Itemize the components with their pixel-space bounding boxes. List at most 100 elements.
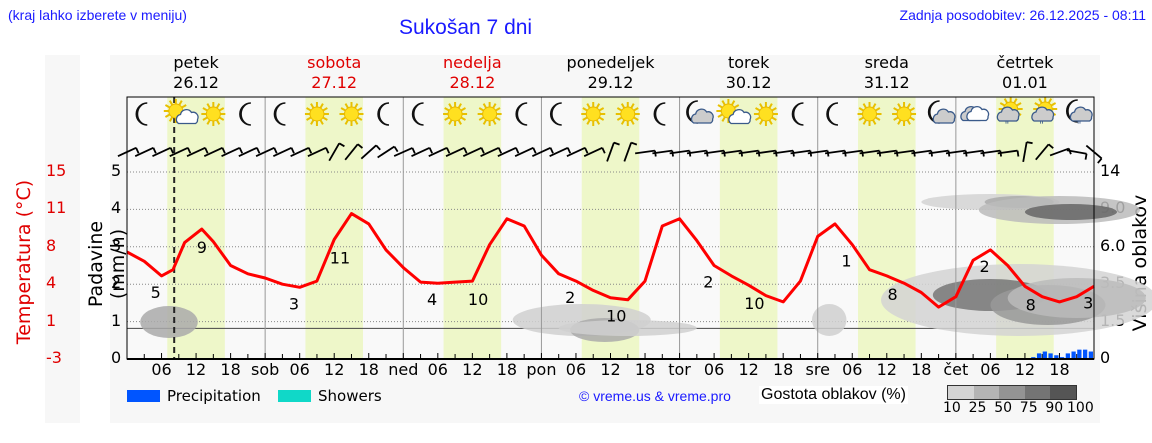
x-tick: 18 [496, 360, 518, 379]
sun-icon [857, 102, 882, 126]
wind-barb [462, 146, 485, 158]
x-tick: 12 [876, 360, 897, 379]
wind-barbs [117, 141, 1103, 164]
temp-tick: -3 [46, 348, 62, 367]
sun-icon [339, 102, 364, 126]
showers-swatch [278, 390, 311, 402]
wind-barb [221, 146, 244, 158]
temp-tick: 11 [46, 198, 67, 218]
sun-cloud-icon [163, 99, 199, 125]
wind-barb [1022, 141, 1033, 163]
temperature-value-label: 3 [1083, 293, 1093, 312]
wind-barb [328, 142, 345, 162]
credit-link[interactable]: © vreme.us & vreme.pro [579, 388, 731, 404]
density-tick: 10 [943, 400, 961, 416]
wind-barb [1035, 143, 1054, 161]
precip-tick: 0 [111, 348, 122, 367]
cloud-tick: 0 [1100, 348, 1111, 367]
wind-barb [1066, 149, 1088, 160]
temperature-line [126, 212, 1095, 309]
day-date-5: 31.12 [863, 73, 910, 92]
wind-barb [566, 146, 589, 158]
temperature-value-label: 11 [330, 249, 350, 268]
daylight-band [443, 97, 502, 359]
precip-bar [1065, 353, 1070, 359]
wind-barb [203, 146, 226, 158]
day-date-0: 26.12 [173, 73, 219, 92]
cloud-tick: 14 [1100, 161, 1121, 180]
wind-barb [531, 146, 554, 158]
wind-barb [272, 146, 295, 158]
x-tick: 06 [703, 360, 725, 379]
x-tick: 12 [462, 360, 483, 379]
temperature-value-label: 10 [744, 294, 764, 313]
temperature-value-label: 1 [841, 252, 851, 271]
wind-barb [606, 141, 620, 162]
moon-cloud-rain-icon: " [1066, 99, 1093, 131]
sun-icon [477, 102, 502, 126]
density-tick: 25 [968, 400, 987, 416]
precip-tick: 5 [111, 161, 122, 180]
temperature-value-label: 2 [565, 288, 575, 307]
x-tick: sre [805, 360, 830, 379]
precip-bar [1054, 355, 1059, 359]
wind-barb [411, 146, 433, 158]
x-tick: 12 [1014, 360, 1036, 379]
wind-barb [307, 146, 330, 158]
moon-cloud-icon [686, 100, 714, 124]
precip-bar [1036, 353, 1042, 359]
temperature-value-label: 9 [197, 238, 207, 257]
precip-tick: 4 [111, 198, 122, 218]
x-tick: ned [388, 360, 419, 379]
wind-barb [377, 145, 399, 159]
wind-barb [255, 146, 278, 158]
daylight-band [305, 97, 363, 359]
day-date-4: 30.12 [725, 73, 772, 92]
day-date-6: 01.01 [1002, 73, 1048, 92]
cloud-blob [811, 304, 847, 336]
density-tick: 100 [1067, 400, 1094, 416]
sun-icon [581, 102, 606, 126]
cloud-density-scale [947, 385, 1077, 400]
precip-bar [1071, 351, 1076, 359]
cloud-blob [1024, 204, 1118, 220]
temperature-value-label: 2 [980, 257, 990, 276]
x-tick: 06 [151, 360, 172, 379]
density-swatch [973, 386, 1000, 399]
wind-barb [393, 147, 416, 157]
wind-barb [497, 146, 520, 158]
sun-icon [304, 102, 329, 126]
temperature-value-label: 10 [468, 290, 488, 309]
precip-bar [1082, 349, 1088, 359]
sun-cloud-rain-icon: " [996, 97, 1023, 131]
temperature-value-label: 10 [606, 307, 626, 326]
density-tick: 50 [994, 400, 1013, 416]
cloud-blob [140, 306, 198, 338]
weather-icons: " " " [135, 97, 1093, 131]
x-tick: 06 [427, 360, 448, 379]
wind-barb [583, 146, 606, 158]
precip-bar [1088, 351, 1093, 359]
wind-barb [238, 146, 261, 158]
sun-icon [201, 102, 226, 126]
x-tick: 12 [324, 360, 345, 379]
moon-icon [826, 102, 839, 126]
svg-text:": " [1077, 120, 1082, 131]
wind-barb [623, 141, 638, 162]
svg-text:": " [1039, 120, 1044, 131]
precip-tick: 1 [111, 310, 122, 330]
cloud-blob [558, 320, 697, 336]
density-swatch [1050, 386, 1076, 399]
location-hint[interactable]: (kraj lahko izberete v meniju) [8, 7, 187, 23]
cloud-density-label: Gostota oblakov (%) [759, 386, 908, 404]
temperature-value-label: 5 [151, 283, 161, 302]
precip-bar [1042, 351, 1047, 359]
temperature-value-label: 2 [703, 273, 713, 292]
last-update: Zadnja posodobitev: 26.12.2025 - 08:11 [899, 7, 1146, 23]
daylight-band [719, 97, 778, 359]
temp-tick: 4 [46, 273, 57, 293]
wind-barb [186, 146, 209, 158]
x-tick: 06 [565, 360, 587, 379]
density-swatch [1024, 386, 1051, 399]
